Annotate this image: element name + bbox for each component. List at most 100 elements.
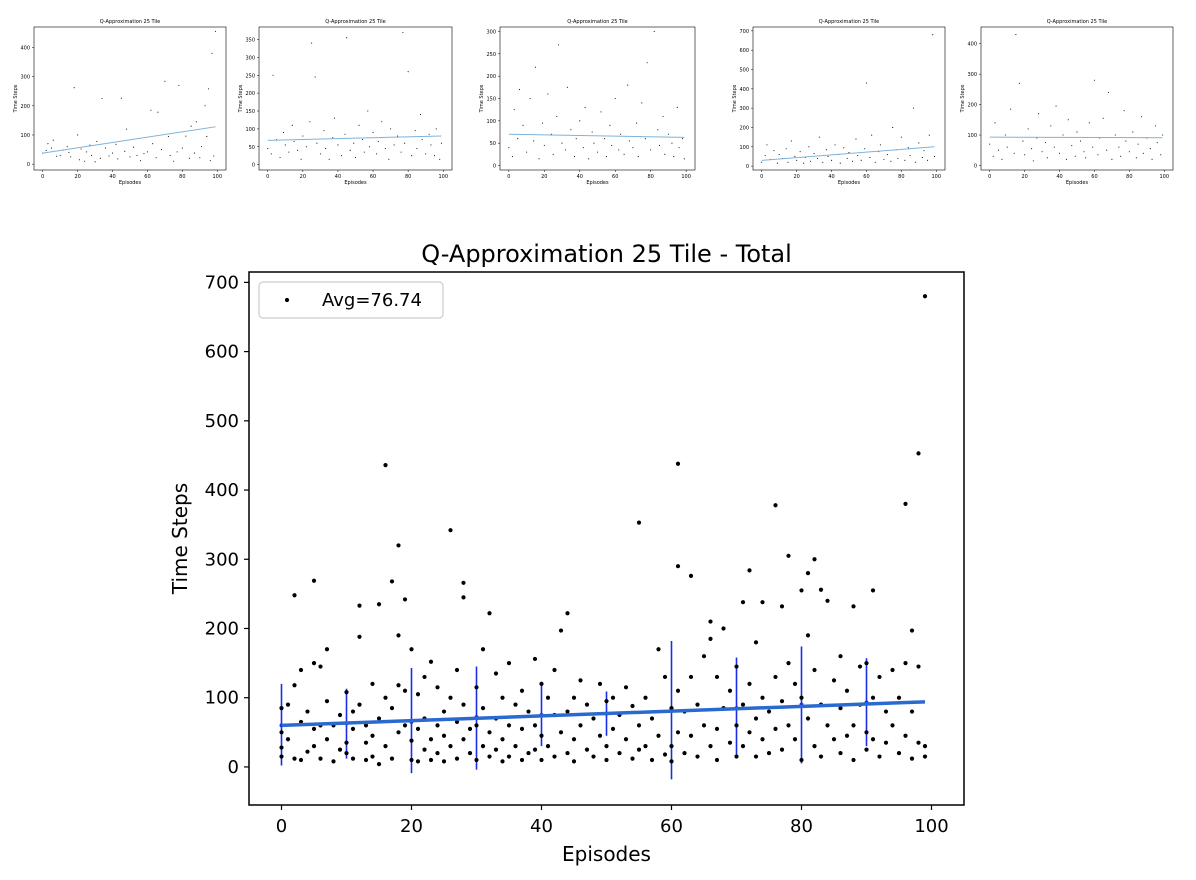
y-axis-label: Time Steps xyxy=(960,84,966,113)
data-point xyxy=(363,723,369,728)
data-point xyxy=(120,97,122,99)
data-point xyxy=(1062,134,1064,136)
data-point xyxy=(533,140,535,142)
y-tick-label: 0 xyxy=(228,757,239,778)
x-tick-label: 60 xyxy=(660,816,683,837)
data-point xyxy=(396,730,401,735)
data-point xyxy=(671,142,673,144)
data-point xyxy=(346,37,348,39)
data-point xyxy=(747,681,752,686)
data-point xyxy=(377,140,379,142)
data-point xyxy=(636,723,642,728)
y-tick-label: 200 xyxy=(20,104,30,110)
data-point xyxy=(70,156,72,158)
data-point xyxy=(272,74,274,76)
data-point xyxy=(714,674,720,680)
data-point xyxy=(1018,82,1020,84)
data-point xyxy=(593,142,595,144)
data-point xyxy=(101,97,103,100)
data-point xyxy=(279,730,284,735)
data-point xyxy=(992,155,994,157)
data-point xyxy=(124,150,126,152)
data-point xyxy=(428,737,434,742)
data-point xyxy=(411,155,413,157)
data-point xyxy=(678,147,680,149)
data-point xyxy=(279,745,284,750)
data-point xyxy=(838,750,843,756)
data-point xyxy=(298,757,304,763)
data-point xyxy=(80,148,82,150)
x-tick-label: 40 xyxy=(828,174,834,180)
data-point xyxy=(623,153,625,155)
data-point xyxy=(285,737,291,742)
data-point xyxy=(506,660,512,666)
data-point xyxy=(350,756,356,761)
data-point xyxy=(461,580,466,585)
data-point xyxy=(799,151,801,153)
chart-title: Q-Approximation 25 Tile xyxy=(325,19,386,25)
data-point xyxy=(513,744,518,749)
x-axis-label: Episodes xyxy=(562,842,651,866)
trend-line xyxy=(761,146,935,161)
data-point xyxy=(619,133,622,135)
data-point xyxy=(903,733,908,738)
data-point xyxy=(402,31,404,33)
y-axis-label: Time Steps xyxy=(732,84,738,113)
y-tick-label: 50 xyxy=(490,141,496,147)
data-point xyxy=(214,30,217,32)
data-point xyxy=(213,155,215,157)
x-tick-label: 20 xyxy=(541,174,547,180)
y-tick-label: 350 xyxy=(245,38,255,44)
data-point xyxy=(480,647,486,652)
data-point xyxy=(454,756,460,761)
data-point xyxy=(454,719,460,725)
y-axis-label: Time Steps xyxy=(238,84,244,113)
data-point xyxy=(584,106,586,108)
data-point xyxy=(558,628,564,633)
data-point xyxy=(333,117,335,119)
data-point xyxy=(56,155,58,157)
data-point xyxy=(383,695,388,700)
data-point xyxy=(370,733,375,738)
data-point xyxy=(610,695,616,700)
data-point xyxy=(656,647,661,652)
data-point xyxy=(547,93,549,95)
data-point xyxy=(864,747,869,752)
data-point xyxy=(372,131,374,134)
data-point xyxy=(1046,157,1048,159)
data-point xyxy=(545,695,551,700)
y-tick-label: 600 xyxy=(739,48,749,54)
data-point xyxy=(1118,146,1120,148)
data-point xyxy=(773,726,778,731)
data-point xyxy=(773,503,778,508)
data-point xyxy=(909,709,915,714)
data-point xyxy=(740,600,746,605)
data-point xyxy=(539,757,544,763)
data-point xyxy=(701,723,707,728)
data-point xyxy=(1151,158,1153,160)
data-point xyxy=(909,756,915,761)
data-point xyxy=(708,619,713,624)
trend-line xyxy=(267,135,442,141)
data-point xyxy=(541,122,544,124)
data-point xyxy=(579,120,581,122)
y-axis-label: Time Steps xyxy=(168,483,192,595)
data-point xyxy=(662,115,664,117)
data-point xyxy=(52,139,54,141)
data-point xyxy=(105,147,107,149)
data-point xyxy=(298,667,304,673)
data-point xyxy=(827,155,829,158)
data-point xyxy=(314,76,316,78)
data-point xyxy=(870,588,876,593)
data-point xyxy=(778,153,780,156)
data-point xyxy=(506,754,512,759)
data-point xyxy=(799,695,804,700)
data-point xyxy=(584,747,590,752)
data-point xyxy=(786,660,791,666)
y-tick-label: 150 xyxy=(245,109,255,115)
data-point xyxy=(1102,117,1104,119)
data-point xyxy=(734,754,739,759)
data-point xyxy=(776,162,778,164)
data-point xyxy=(283,131,285,134)
data-point xyxy=(714,757,720,763)
